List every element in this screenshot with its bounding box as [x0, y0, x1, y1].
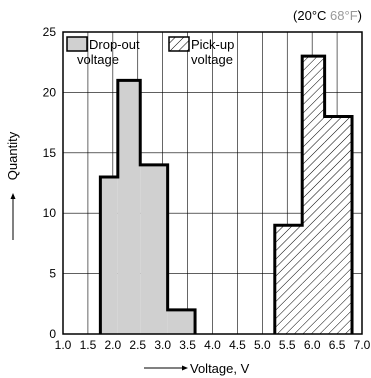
y-tick-label: 5 [49, 267, 56, 281]
y-tick-labels: 0 5 10 15 20 25 [43, 25, 57, 341]
x-tick-label: 3.5 [179, 338, 196, 352]
x-tick-label: 1.0 [55, 338, 72, 352]
pick-up-bar [274, 225, 303, 334]
y-axis-arrowhead [10, 193, 16, 199]
x-tick-label: 3.0 [154, 338, 171, 352]
y-tick-label: 25 [43, 25, 57, 39]
drop-out-outline [98, 78, 197, 334]
x-tick-label: 7.0 [354, 338, 371, 352]
x-tick-label: 2.5 [129, 338, 146, 352]
x-tick-label: 6.0 [304, 338, 321, 352]
x-axis-label: Voltage, V [190, 361, 250, 376]
x-tick-labels: 1.0 1.5 2.0 2.5 3.0 3.5 4.0 4.5 5.0 5.5 6.0 6.5 7.0 [55, 338, 371, 352]
temperature-note: (20°C 68°F) [293, 8, 362, 23]
legend: Drop-out voltage Pick-up voltage [66, 36, 234, 67]
x-axis-title: Voltage, V [144, 361, 250, 376]
x-tick-label: 4.0 [204, 338, 221, 352]
y-tick-label: 0 [49, 327, 56, 341]
bars [98, 54, 354, 334]
temperature-fahrenheit: 68°F [330, 8, 358, 23]
pick-up-bar [302, 56, 325, 334]
y-tick-label: 15 [43, 146, 57, 160]
drop-out-bar [100, 176, 118, 334]
y-axis-title: Quantity [5, 131, 20, 240]
legend-swatch-drop-out [66, 36, 88, 52]
legend-swatch-pick-up [168, 36, 190, 52]
x-tick-label: 4.5 [229, 338, 246, 352]
y-tick-label: 10 [43, 206, 57, 220]
legend-label-pick-up-line1: Pick-up [191, 37, 234, 52]
legend-label-drop-out-line2: voltage [77, 52, 119, 67]
drop-out-bar [140, 164, 168, 334]
pick-up-bar [324, 116, 353, 334]
x-tick-label: 5.5 [279, 338, 296, 352]
x-tick-label: 1.5 [80, 338, 97, 352]
plot-frame [62, 31, 363, 335]
x-tick-label: 5.0 [254, 338, 271, 352]
legend-label-drop-out-line1: Drop-out [89, 37, 140, 52]
x-axis-arrowhead [182, 365, 188, 371]
pick-up-outline [273, 54, 354, 334]
drop-out-bar [167, 309, 196, 334]
y-tick-label: 20 [43, 85, 57, 99]
x-tick-label: 2.0 [104, 338, 121, 352]
x-tick-label: 6.5 [329, 338, 346, 352]
legend-label-pick-up-line2: voltage [191, 52, 233, 67]
drop-out-bar [117, 80, 141, 334]
y-axis-label: Quantity [5, 131, 20, 180]
